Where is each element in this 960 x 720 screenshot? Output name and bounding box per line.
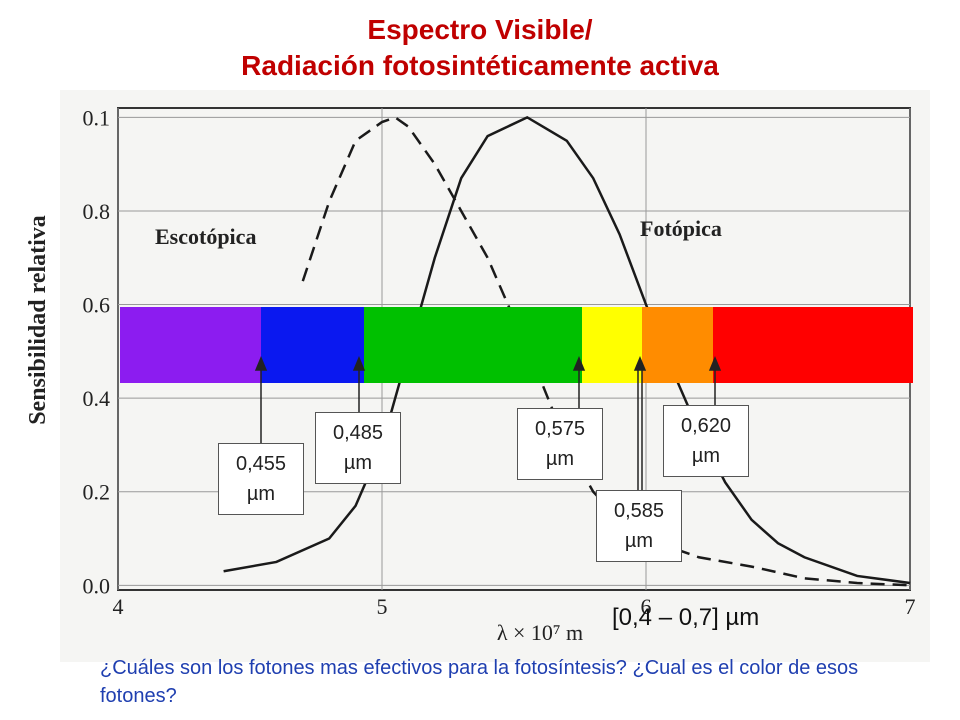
red-band	[713, 307, 913, 383]
yellow-band	[582, 307, 642, 383]
title: Espectro Visible/ Radiación fotosintétic…	[0, 12, 960, 84]
callout-arrows	[254, 356, 722, 490]
title-line: Radiación fotosintéticamente activa	[241, 50, 719, 81]
range-label: [0,4 – 0,7] µm	[612, 604, 760, 631]
callout: 0,485 µm	[315, 412, 401, 484]
callout: 0,455 µm	[218, 443, 304, 515]
y-tick-label: 0.8	[83, 199, 111, 224]
green-band	[364, 307, 582, 383]
callout: 0,585 µm	[596, 490, 682, 562]
series-label: Escotópica	[155, 224, 256, 249]
blue-band	[261, 307, 364, 383]
series-label: Fotópica	[640, 216, 722, 241]
x-tick-label: 5	[377, 594, 388, 619]
spectrum-bar	[120, 307, 913, 383]
y-tick-label: 0.2	[83, 480, 111, 505]
grid: 0.0 0.2 0.4 0.6 0.8 0.1 4 5 6 7	[83, 105, 916, 619]
title-line: Espectro Visible/	[367, 14, 593, 45]
question: ¿Cuáles son los fotones mas efectivos pa…	[100, 657, 859, 707]
x-tick-label: 4	[113, 594, 124, 619]
y-tick-label: 0.1	[83, 105, 111, 130]
y-axis-label: Sensibilidad relativa	[25, 215, 51, 425]
x-axis-label: λ × 10⁷ m	[497, 620, 583, 645]
y-tick-label: 0.4	[83, 386, 111, 411]
orange-band	[642, 307, 713, 383]
violet-band	[120, 307, 261, 383]
x-tick-label: 6	[641, 594, 652, 619]
callout: 0,620 µm	[663, 405, 749, 477]
y-tick-label: 0.6	[83, 293, 111, 318]
x-tick-label: 7	[905, 594, 916, 619]
callout: 0,575 µm	[517, 408, 603, 480]
y-tick-label: 0.0	[83, 573, 111, 598]
